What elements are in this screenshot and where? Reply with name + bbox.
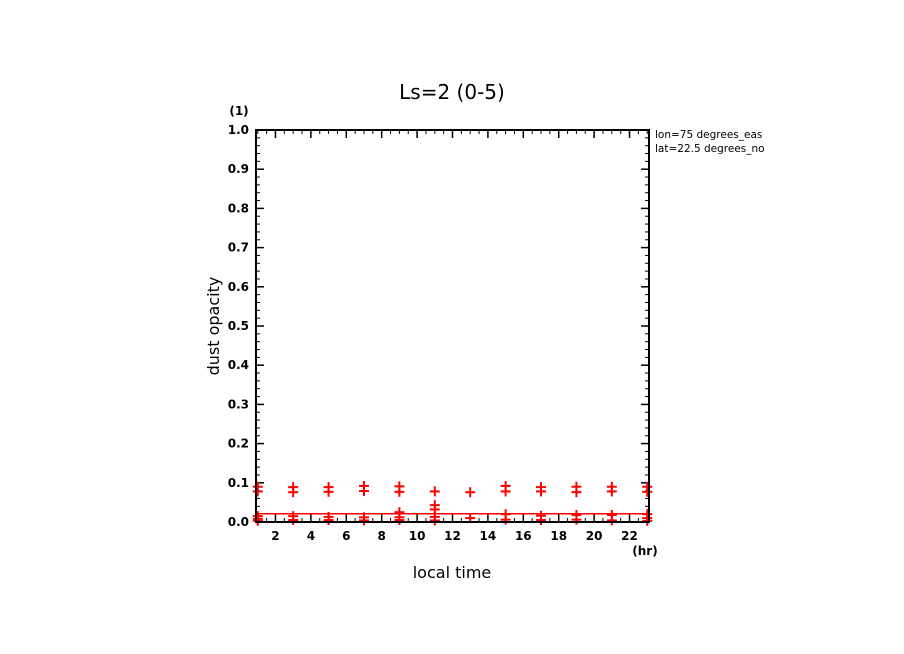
data-point <box>606 515 617 526</box>
x-tick-label: 10 <box>409 529 426 543</box>
data-point <box>571 481 582 492</box>
data-point <box>500 480 511 491</box>
x-tick-label: 20 <box>586 529 603 543</box>
y-tick-label: 0.6 <box>228 280 249 294</box>
y-tick-label: 0.0 <box>228 515 249 529</box>
y-tick-label: 0.7 <box>228 241 249 255</box>
data-point <box>429 515 440 526</box>
x-tick-label: 2 <box>271 529 279 543</box>
data-point <box>465 487 476 498</box>
data-point <box>323 515 334 526</box>
chart-title: Ls=2 (0-5) <box>399 80 505 104</box>
y-tick-label: 1.0 <box>228 123 249 137</box>
data-point <box>606 481 617 492</box>
data-point <box>642 481 653 492</box>
x-tick-label: 4 <box>307 529 315 543</box>
plot-frame <box>255 129 650 523</box>
data-point <box>252 481 263 492</box>
x-axis-label: local time <box>413 563 492 582</box>
data-markers <box>252 480 653 526</box>
y-tick-label: 0.3 <box>228 397 249 411</box>
data-point <box>288 482 299 493</box>
data-point <box>394 481 405 492</box>
y-tick-label: 0.8 <box>228 201 249 215</box>
y-tick-label: 0.9 <box>228 162 249 176</box>
data-point <box>571 514 582 525</box>
x-tick-label: 22 <box>621 529 638 543</box>
x-tick-label: 6 <box>342 529 350 543</box>
data-point <box>252 515 263 526</box>
x-unit-label: (hr) <box>632 544 657 558</box>
data-point <box>642 515 653 526</box>
x-tick-label: 18 <box>550 529 567 543</box>
axis-ticks: 0.0 0.1 0.2 0.3 0.4 0.5 0.6 0.7 0.8 0.9 1.0 2 4 6 8 10 1… <box>228 123 649 543</box>
data-point <box>536 515 547 526</box>
y-tick-label: 0.5 <box>228 319 249 333</box>
x-tick-label: 16 <box>515 529 532 543</box>
data-point <box>394 515 405 526</box>
y-tick-label: 0.2 <box>228 437 249 451</box>
x-tick-label: 12 <box>444 529 461 543</box>
data-point <box>288 515 299 526</box>
y-tick-label: 0.1 <box>228 476 249 490</box>
data-point <box>429 486 440 497</box>
y-axis-label: dust opacity <box>204 277 223 376</box>
y-unit-label: (1) <box>229 104 248 118</box>
data-point <box>500 514 511 525</box>
info-line-lat: lat=22.5 degrees_no <box>655 143 765 155</box>
data-point <box>358 515 369 526</box>
y-tick-label: 0.4 <box>228 358 249 372</box>
x-tick-label: 14 <box>480 529 497 543</box>
data-point <box>358 480 369 491</box>
info-line-lon: lon=75 degrees_eas <box>655 129 762 141</box>
data-point <box>323 482 334 493</box>
x-tick-label: 8 <box>378 529 386 543</box>
data-point <box>536 482 547 493</box>
